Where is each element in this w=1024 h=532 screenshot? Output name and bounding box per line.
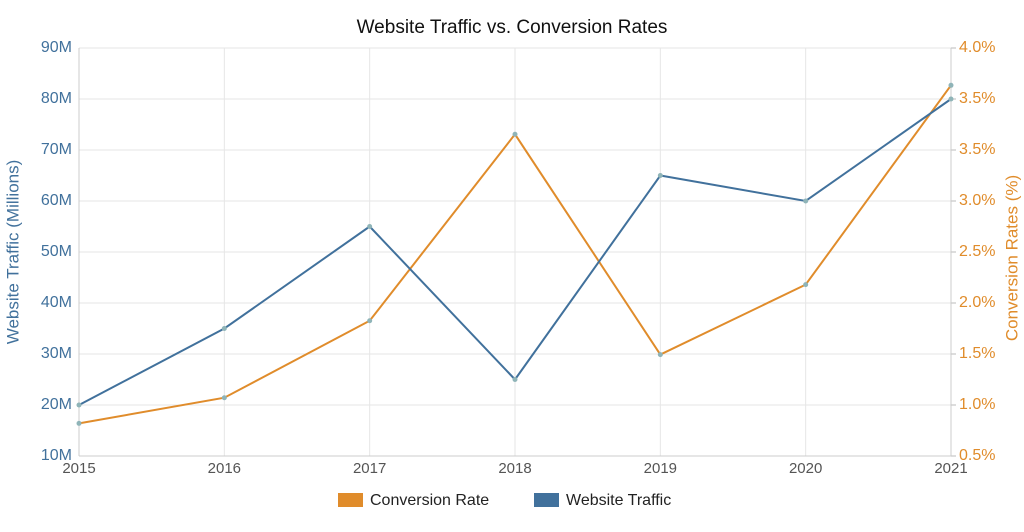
chart-title: Website Traffic vs. Conversion Rates <box>357 17 668 38</box>
x-tick-label: 2020 <box>789 460 822 477</box>
point <box>657 173 663 178</box>
x-tick-label: 2018 <box>498 460 531 477</box>
y2-tick-label: 1.0% <box>959 396 995 413</box>
x-tick-label: 2019 <box>644 460 677 477</box>
y2-axis-title: Conversion Rates (%) <box>1002 175 1021 341</box>
x-tick-label: 2017 <box>353 460 386 477</box>
y2-tick-label: 2.5% <box>959 243 995 260</box>
legend-label: Conversion Rate <box>370 492 489 509</box>
y-tick-label: 20M <box>41 396 72 413</box>
y2-tick-label: 4.0% <box>959 39 995 56</box>
y-tick-label: 70M <box>41 141 72 158</box>
point <box>76 402 82 408</box>
point <box>657 352 663 358</box>
y-tick-label: 90M <box>41 39 72 56</box>
point <box>948 82 954 88</box>
point <box>948 96 954 102</box>
point <box>76 420 82 426</box>
y2-tick-label: 3.5% <box>959 141 995 158</box>
point <box>221 326 227 331</box>
x-tick-label: 2015 <box>62 460 95 477</box>
y-axis-title: Website Traffic (Millions) <box>3 160 22 345</box>
y2-tick-label: 0.5% <box>959 447 995 464</box>
legend-swatch <box>338 493 363 507</box>
y-tick-label: 50M <box>41 243 72 260</box>
y2-tick-label: 1.5% <box>959 345 995 362</box>
point <box>512 377 518 382</box>
x-tick-label: 2021 <box>934 460 967 477</box>
legend-label: Website Traffic <box>566 492 671 509</box>
point <box>221 395 227 401</box>
y-tick-label: 60M <box>41 192 72 209</box>
y-tick-label: 10M <box>41 447 72 464</box>
x-tick-label: 2016 <box>208 460 241 477</box>
legend-swatch <box>534 493 559 507</box>
point <box>367 318 373 324</box>
y-tick-label: 80M <box>41 90 72 107</box>
y-tick-label: 40M <box>41 294 72 311</box>
point <box>367 224 373 229</box>
point <box>803 282 809 288</box>
point <box>803 198 809 204</box>
point <box>512 131 518 137</box>
y-tick-label: 30M <box>41 345 72 362</box>
y2-tick-label: 2.0% <box>959 294 995 311</box>
y2-tick-label: 3.0% <box>959 192 995 209</box>
y2-tick-label: 3.5% <box>959 90 995 107</box>
